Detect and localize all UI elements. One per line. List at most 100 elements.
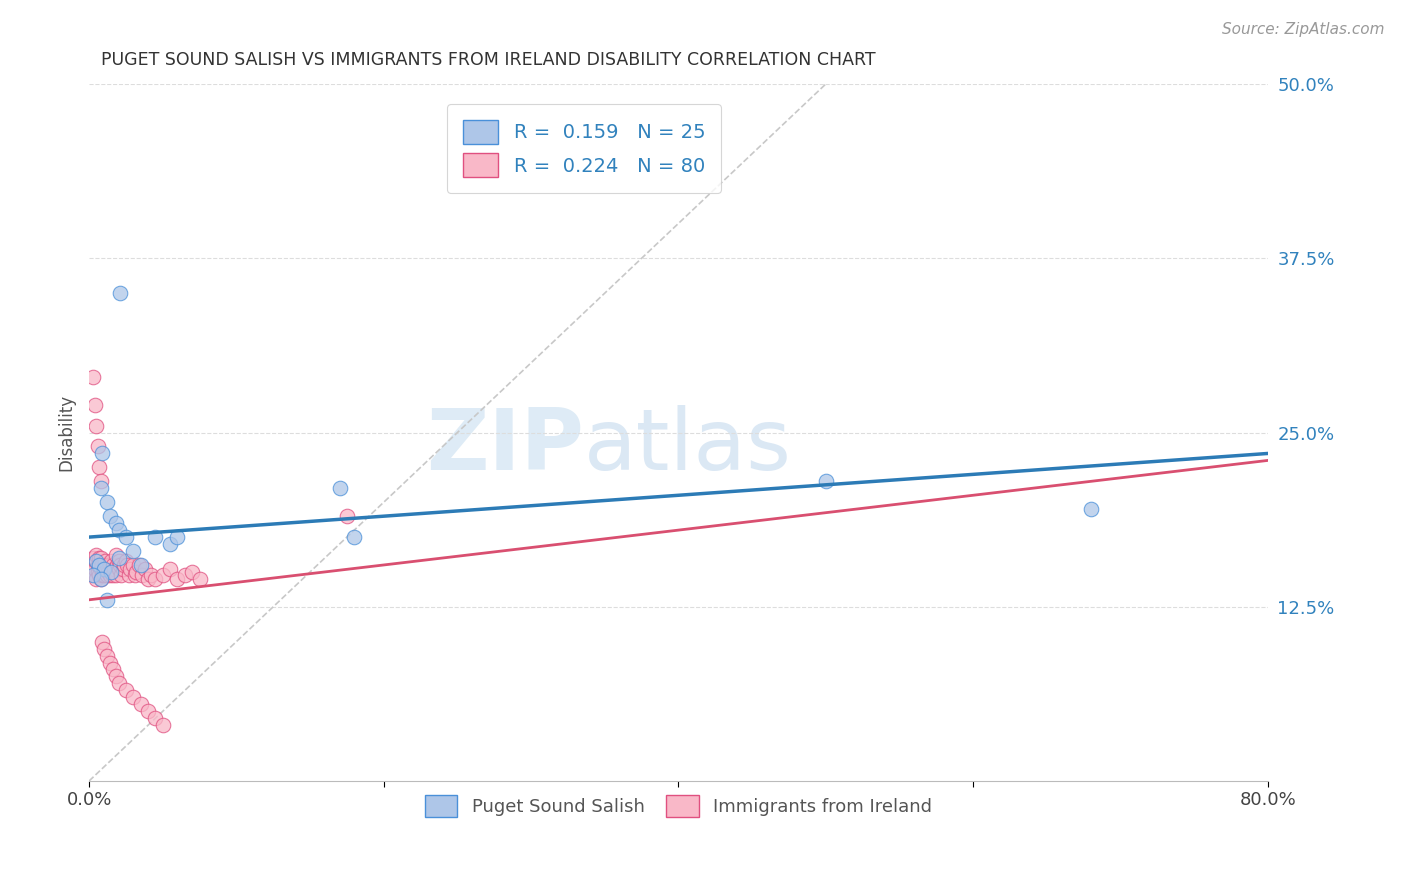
Text: PUGET SOUND SALISH VS IMMIGRANTS FROM IRELAND DISABILITY CORRELATION CHART: PUGET SOUND SALISH VS IMMIGRANTS FROM IR…	[101, 51, 876, 69]
Point	[107, 554, 129, 568]
Point	[82, 567, 104, 582]
Point	[115, 683, 138, 698]
Text: atlas: atlas	[583, 405, 792, 488]
Point	[98, 656, 121, 670]
Point	[134, 562, 156, 576]
Point	[84, 398, 107, 412]
Point	[181, 565, 204, 579]
Point	[107, 562, 129, 576]
Point	[86, 554, 108, 568]
Point	[104, 548, 127, 562]
Point	[152, 567, 174, 582]
Point	[80, 565, 103, 579]
Point	[98, 509, 121, 524]
Point	[96, 495, 118, 509]
Point	[173, 567, 195, 582]
Point	[86, 418, 108, 433]
Point	[93, 562, 115, 576]
Point	[145, 530, 167, 544]
Point	[159, 537, 181, 551]
Point	[86, 572, 108, 586]
Point	[100, 562, 122, 576]
Point	[110, 567, 132, 582]
Point	[89, 558, 111, 572]
Y-axis label: Disability: Disability	[58, 394, 75, 471]
Point	[96, 592, 118, 607]
Point	[90, 572, 112, 586]
Point	[87, 440, 110, 454]
Point	[101, 567, 124, 582]
Point	[90, 562, 112, 576]
Point	[100, 565, 122, 579]
Point	[136, 572, 159, 586]
Point	[118, 567, 141, 582]
Point	[145, 572, 167, 586]
Point	[129, 558, 152, 572]
Point	[96, 558, 118, 572]
Point	[87, 558, 110, 572]
Point	[91, 567, 114, 582]
Point	[115, 554, 138, 568]
Legend: Puget Sound Salish, Immigrants from Ireland: Puget Sound Salish, Immigrants from Irel…	[418, 788, 939, 824]
Point	[90, 481, 112, 495]
Point	[91, 634, 114, 648]
Point	[105, 558, 128, 572]
Point	[122, 690, 145, 705]
Point	[124, 567, 146, 582]
Point	[166, 530, 188, 544]
Text: Source: ZipAtlas.com: Source: ZipAtlas.com	[1222, 22, 1385, 37]
Point	[1080, 502, 1102, 516]
Point	[84, 562, 107, 576]
Point	[93, 558, 115, 572]
Point	[104, 516, 127, 530]
Point	[328, 481, 350, 495]
Point	[145, 711, 167, 725]
Point	[131, 567, 153, 582]
Point	[112, 558, 135, 572]
Point	[86, 548, 108, 562]
Point	[84, 567, 107, 582]
Point	[120, 562, 142, 576]
Point	[98, 567, 121, 582]
Point	[101, 663, 124, 677]
Point	[91, 446, 114, 460]
Point	[128, 558, 150, 572]
Point	[82, 369, 104, 384]
Point	[89, 567, 111, 582]
Point	[93, 565, 115, 579]
Point	[107, 523, 129, 537]
Point	[96, 648, 118, 663]
Point	[103, 562, 125, 576]
Point	[139, 567, 162, 582]
Point	[152, 718, 174, 732]
Point	[107, 551, 129, 566]
Point	[93, 567, 115, 582]
Point	[82, 558, 104, 572]
Point	[89, 551, 111, 566]
Point	[91, 558, 114, 572]
Point	[100, 554, 122, 568]
Point	[104, 669, 127, 683]
Point	[93, 641, 115, 656]
Point	[122, 544, 145, 558]
Point	[336, 509, 359, 524]
Point	[90, 475, 112, 489]
Point	[188, 572, 211, 586]
Point	[89, 460, 111, 475]
Point	[814, 475, 837, 489]
Point	[117, 558, 139, 572]
Point	[122, 558, 145, 572]
Point	[90, 572, 112, 586]
Point	[159, 562, 181, 576]
Point	[82, 551, 104, 566]
Point	[94, 554, 117, 568]
Point	[87, 565, 110, 579]
Point	[108, 558, 131, 572]
Point	[94, 562, 117, 576]
Point	[101, 558, 124, 572]
Point	[98, 558, 121, 572]
Point	[97, 565, 120, 579]
Point	[86, 554, 108, 568]
Point	[125, 565, 148, 579]
Text: ZIP: ZIP	[426, 405, 583, 488]
